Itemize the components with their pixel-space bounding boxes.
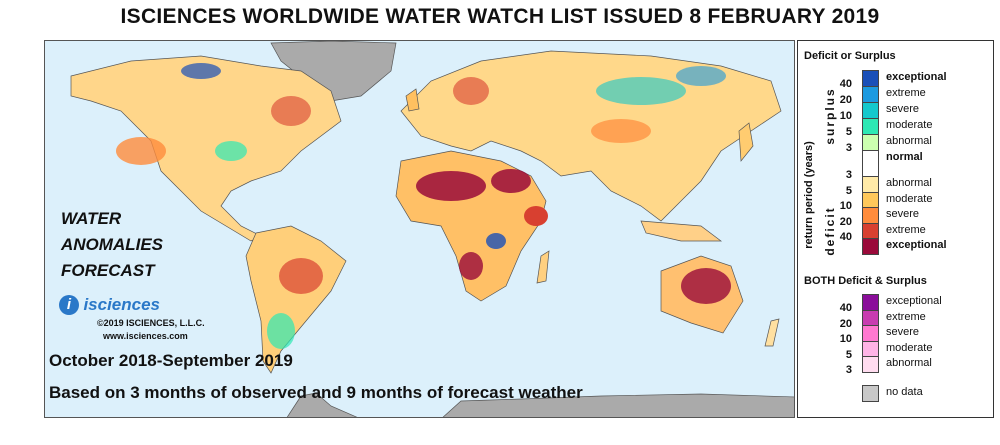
surplus-severe-swatch	[862, 102, 879, 119]
no-data-swatch	[862, 385, 879, 402]
both-exceptional-swatch	[862, 294, 879, 311]
overlay-forecast: FORECAST	[61, 261, 155, 280]
deficit-abnormal-swatch	[862, 176, 879, 193]
both-moderate-swatch	[862, 340, 879, 358]
eurasia	[400, 50, 782, 222]
surplus-exceptional-swatch	[862, 70, 879, 87]
deficit-moderate-swatch	[862, 191, 879, 209]
both-number: 40	[839, 302, 852, 314]
both-number: 10	[839, 333, 852, 346]
both-extreme-swatch	[862, 309, 879, 327]
deficit-exceptional-swatch	[862, 238, 879, 255]
deficit-extreme-label: extreme	[886, 223, 926, 236]
both-severe-label: severe	[886, 326, 920, 339]
surplus-number: 10	[839, 110, 852, 122]
map-title: ISCIENCES WORLDWIDE WATER WATCH LIST ISS…	[120, 5, 880, 28]
antarctic-peninsula	[286, 392, 358, 417]
legend-title: Deficit or Surplus	[804, 50, 896, 62]
continents	[70, 41, 794, 417]
deficit-severe-label: severe	[886, 208, 920, 221]
forecast-period: October 2018-September 2019	[49, 351, 293, 370]
deficit-number: 40	[839, 231, 852, 244]
surplus-number: 40	[839, 78, 852, 90]
surplus-extreme-label: extreme	[886, 87, 926, 99]
forecast-basis: Based on 3 months of observed and 9 mont…	[49, 383, 583, 402]
overlay-anomalies: ANOMALIES	[61, 235, 163, 254]
indonesia	[640, 220, 723, 242]
deficit-number: 5	[845, 184, 852, 197]
both-number: 5	[845, 348, 852, 361]
logo-i-icon: i	[59, 295, 79, 315]
deficit-abnormal-label: abnormal	[886, 177, 932, 189]
surplus-number: 3	[845, 142, 852, 154]
japan	[738, 122, 754, 162]
both-number: 3	[845, 364, 852, 377]
deficit-number: 10	[839, 200, 852, 213]
surplus-exceptional-label: exceptional	[886, 71, 947, 83]
surplus-moderate-swatch	[862, 118, 879, 135]
uk	[405, 88, 420, 112]
deficit-moderate-label: moderate	[886, 192, 933, 205]
both-abnormal-swatch	[862, 356, 879, 373]
world-map: WATER ANOMALIES FORECAST i isciences ©20…	[44, 40, 795, 418]
both-severe-swatch	[862, 325, 879, 342]
deficit-extreme-swatch	[862, 222, 879, 240]
surplus-severe-label: severe	[886, 103, 920, 115]
return-period-label: return period (years)	[803, 141, 815, 249]
normal-label: normal	[886, 151, 923, 163]
north-america	[70, 55, 342, 242]
both-abnormal-label: abnormal	[886, 357, 932, 370]
both-moderate-label: moderate	[886, 341, 933, 354]
antarctica	[442, 393, 794, 417]
deficit-number: 3	[845, 169, 852, 181]
surplus-abnormal-label: abnormal	[886, 135, 932, 147]
both-exceptional-label: exceptional	[886, 295, 942, 307]
both-extreme-label: extreme	[886, 310, 926, 323]
greenland	[270, 41, 397, 102]
both-number: 20	[839, 317, 852, 330]
deficit-exceptional-label: exceptional	[886, 239, 947, 252]
deficit-number: 20	[839, 215, 852, 228]
website: www.isciences.com	[103, 331, 188, 341]
both-title: BOTH Deficit & Surplus	[804, 275, 927, 287]
overlay-water: WATER	[61, 209, 122, 228]
madagascar	[536, 250, 550, 284]
legend: Deficit or Surplus return period (years)…	[797, 40, 994, 418]
isciences-logo: i isciences	[59, 295, 160, 315]
surplus-number: 5	[845, 126, 852, 138]
logo-text: isciences	[83, 295, 161, 314]
copyright: ©2019 ISCIENCES, L.L.C.	[97, 318, 205, 328]
no-data-label: no data	[886, 386, 923, 398]
surplus-number: 20	[839, 94, 852, 106]
anomaly-hotspots	[116, 63, 731, 349]
deficit-severe-swatch	[862, 207, 879, 224]
normal-swatch	[862, 150, 879, 177]
surplus-abnormal-swatch	[862, 134, 879, 151]
surplus-extreme-swatch	[862, 86, 879, 103]
new-zealand	[764, 318, 780, 347]
surplus-moderate-label: moderate	[886, 119, 933, 131]
